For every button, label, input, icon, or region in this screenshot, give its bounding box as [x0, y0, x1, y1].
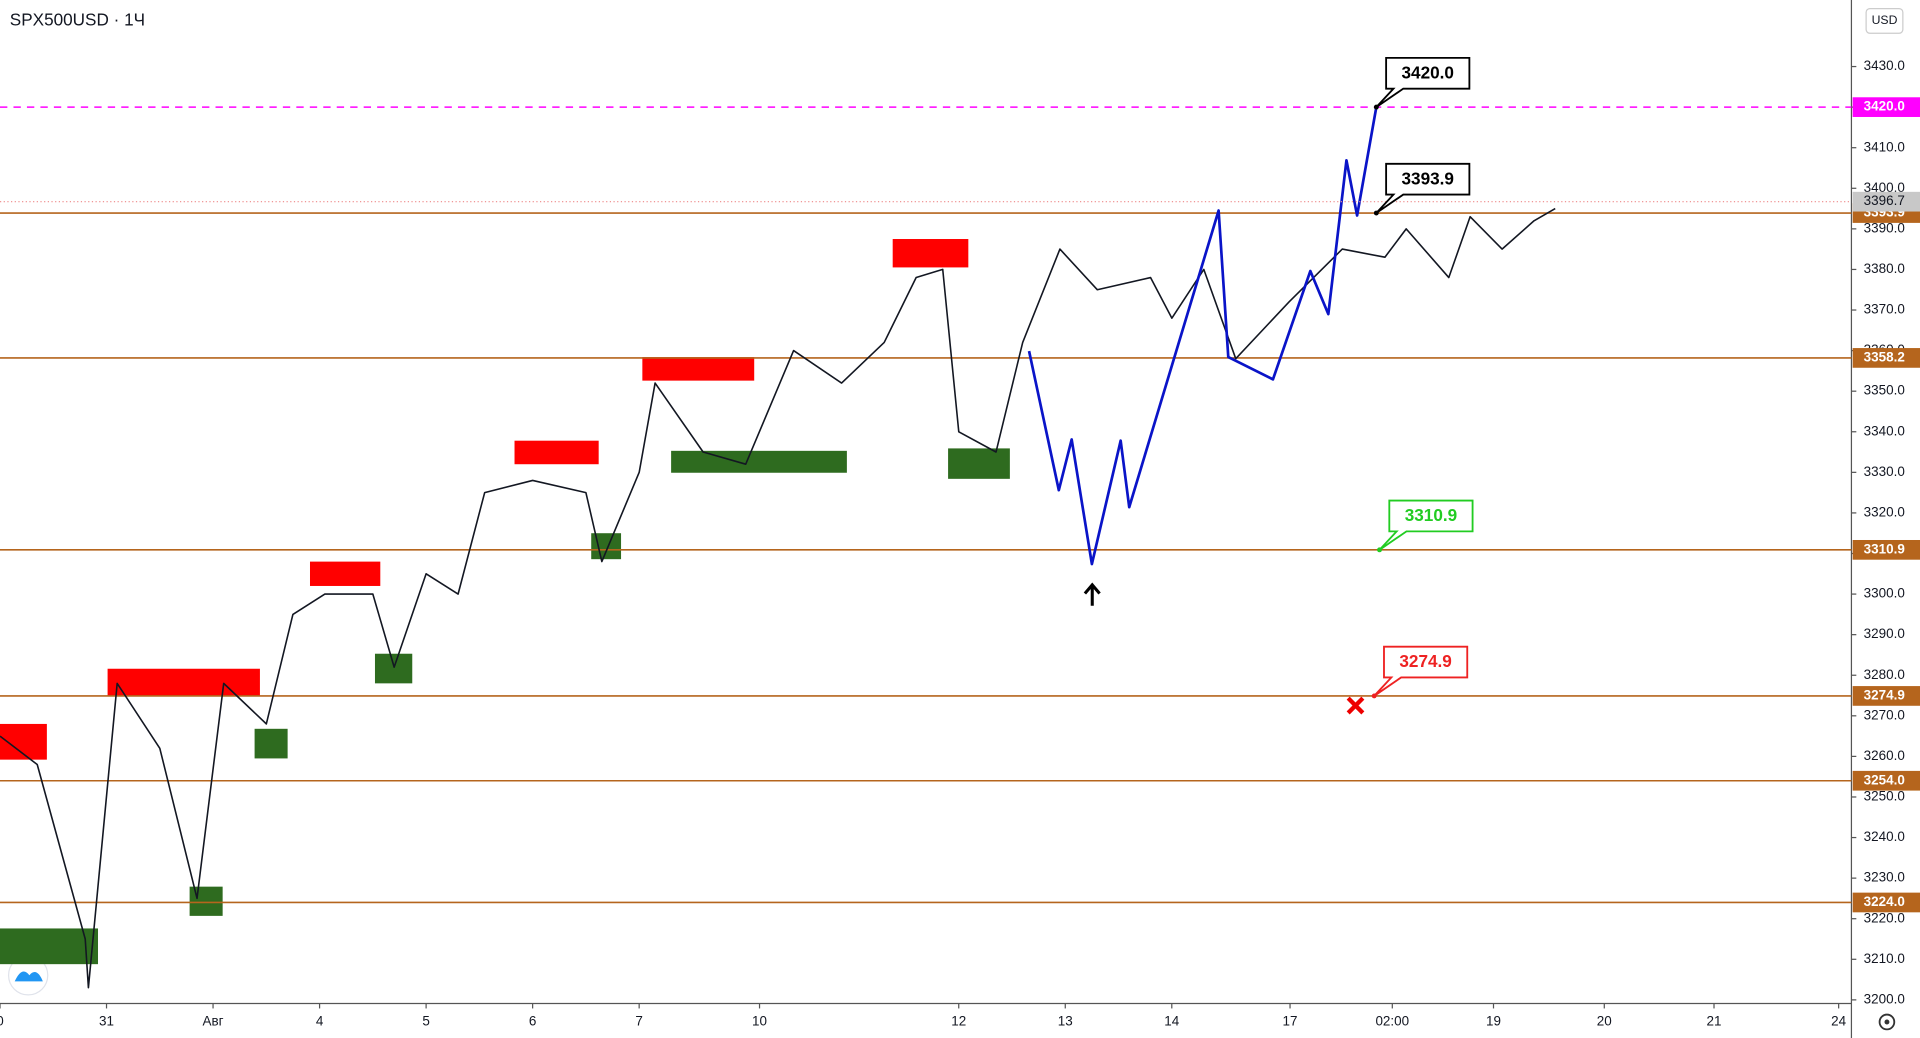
- y-tick-label: 3220.0: [1864, 910, 1905, 925]
- level-label-bg: [1852, 686, 1920, 706]
- x-tick-label: 21: [1707, 1014, 1722, 1029]
- y-tick-label: 3430.0: [1864, 58, 1905, 73]
- x-tick-label: 02:00: [1375, 1014, 1409, 1029]
- x-tick-label: 17: [1283, 1014, 1298, 1029]
- currency: USD: [1872, 13, 1898, 27]
- zone: [254, 728, 288, 759]
- last-price-label: 3396.7: [1864, 193, 1905, 208]
- x-tick-label: 0: [0, 1014, 4, 1029]
- y-tick-label: 3230.0: [1864, 870, 1905, 885]
- x-tick-label: 10: [752, 1014, 767, 1029]
- level-label: 3358.2: [1864, 349, 1905, 364]
- level-label: 3254.0: [1864, 772, 1905, 787]
- callout-label: 3310.9: [1405, 505, 1457, 525]
- axes: 3200.0 3210.0 3220.0 3230.0 3240.0 3250.0 3260…: [0, 58, 1920, 1029]
- y-tick-label: 3390.0: [1864, 220, 1905, 235]
- zone: [514, 440, 599, 465]
- callout-label: 3420.0: [1402, 62, 1454, 82]
- callout-box: [1375, 56, 1471, 108]
- x-tick-label: 4: [316, 1014, 324, 1029]
- settings-icon[interactable]: [1878, 1013, 1896, 1031]
- zone: [0, 928, 99, 965]
- zone: [309, 561, 381, 586]
- callout-box: [1375, 162, 1471, 214]
- level-label: 3310.9: [1864, 541, 1905, 556]
- y-tick-label: 3350.0: [1864, 383, 1905, 398]
- x-tick-label: 6: [529, 1014, 536, 1029]
- y-tick-label: 3290.0: [1864, 626, 1905, 641]
- zone: [107, 668, 260, 696]
- symbol-title: SPX500USD · 1Ч: [10, 9, 145, 29]
- y-tick-label: 3280.0: [1864, 667, 1905, 682]
- y-tick-label: 3320.0: [1864, 504, 1905, 519]
- x-tick-label: 14: [1164, 1014, 1179, 1029]
- y-tick-label: 3240.0: [1864, 829, 1905, 844]
- y-tick-label: 3370.0: [1864, 302, 1905, 317]
- level-label-bg: [1852, 97, 1920, 117]
- y-tick-label: 3300.0: [1864, 586, 1905, 601]
- projection-line: [1027, 106, 1378, 566]
- zone: [642, 357, 755, 381]
- level-label: 3224.0: [1864, 894, 1905, 909]
- y-tick-label: 3330.0: [1864, 464, 1905, 479]
- x-tick-label: 12: [951, 1014, 966, 1029]
- level-label-bg: [1852, 348, 1920, 368]
- x-tick-label: 5: [422, 1014, 429, 1029]
- x-tick-label: 7: [635, 1014, 642, 1029]
- level-label-bg: [1852, 539, 1920, 560]
- zone: [374, 653, 413, 684]
- level-label-bg: [1852, 892, 1920, 913]
- buy-arrow: [1083, 582, 1101, 606]
- y-tick-label: 3210.0: [1864, 951, 1905, 966]
- logo: [7, 954, 49, 996]
- x-tick-label: 20: [1597, 1014, 1612, 1029]
- plot: 3420.0 3393.9 3310.9 3274.9: [0, 56, 1852, 989]
- callout-box: [1373, 645, 1469, 697]
- y-tick-label: 3340.0: [1864, 423, 1905, 438]
- x-tick-label: 24: [1831, 1014, 1846, 1029]
- level-label: 3420.0: [1864, 99, 1905, 114]
- x-tick-label: 19: [1486, 1014, 1501, 1029]
- last-price-bg: [1852, 191, 1920, 212]
- y-tick-label: 3410.0: [1864, 139, 1905, 154]
- y-tick-label: 3270.0: [1864, 707, 1905, 722]
- zone: [671, 450, 847, 473]
- y-tick-label: 3260.0: [1864, 748, 1905, 763]
- y-tick-label: 3250.0: [1864, 789, 1905, 804]
- zone: [948, 448, 1010, 479]
- zone: [892, 239, 969, 268]
- y-tick-label: 3380.0: [1864, 261, 1905, 276]
- callout-label: 3393.9: [1402, 168, 1454, 188]
- x-tick-label: 13: [1058, 1014, 1073, 1029]
- x-tick-label: Авг: [203, 1014, 224, 1029]
- currency-box[interactable]: [1865, 8, 1904, 34]
- callout-box: [1378, 499, 1474, 551]
- callout-label: 3274.9: [1399, 651, 1451, 671]
- level-label: 3274.9: [1864, 687, 1905, 702]
- price-line: [0, 207, 1556, 989]
- stop-cross: [1346, 696, 1365, 715]
- y-tick-label: 3400.0: [1864, 180, 1905, 195]
- y-tick-label: 3200.0: [1864, 991, 1905, 1006]
- x-tick-label: 31: [99, 1014, 114, 1029]
- level-label-bg: [1852, 770, 1920, 791]
